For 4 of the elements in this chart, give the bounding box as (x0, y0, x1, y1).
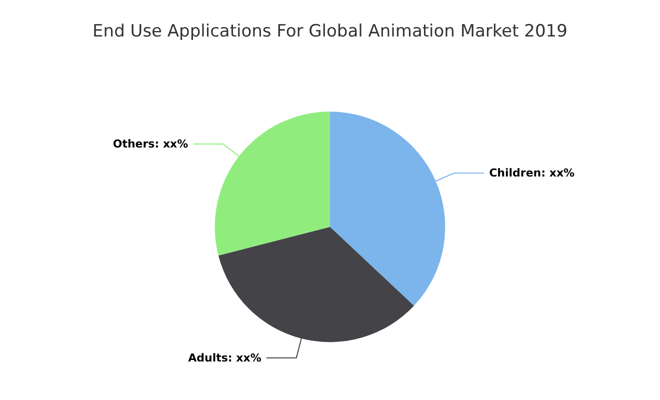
chart-title: End Use Applications For Global Animation Market 2019 (92, 22, 568, 42)
slice-label: Others: xx% (112, 138, 188, 151)
slice-label: Adults: xx% (188, 351, 262, 364)
slice-label: Children: xx% (489, 166, 575, 180)
